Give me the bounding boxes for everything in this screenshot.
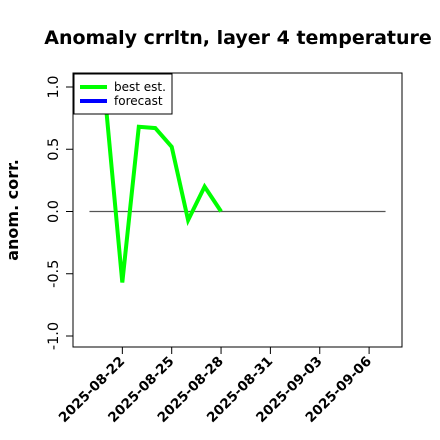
y-tick-label: 0.5 [46,138,62,161]
legend-entry-label: forecast [114,94,163,108]
plot-frame [72,72,403,348]
y-tick-label: 1.0 [46,75,62,98]
chart-title: Anomaly crrltn, layer 4 temperature [44,27,432,49]
legend-entry-label: best est. [114,80,166,94]
y-tick-label: 0.0 [46,200,62,223]
y-axis-label: anom. corr. [3,159,22,261]
legend-box [73,73,173,115]
plot-area: 1.00.50.0-0.5-1.02025-08-222025-08-25202… [46,72,403,426]
series-line-best-est [103,105,223,283]
y-tick-label: -0.5 [46,260,62,288]
y-tick-label: -1.0 [46,322,62,350]
